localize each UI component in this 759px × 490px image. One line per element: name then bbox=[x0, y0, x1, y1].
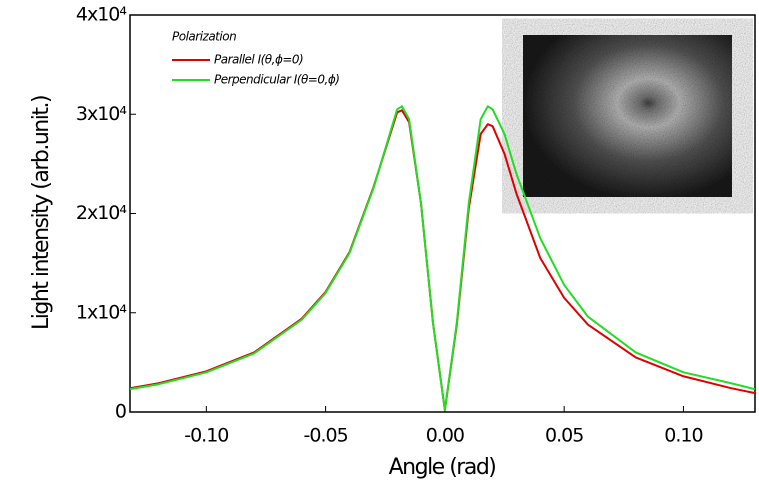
x-tick-label: 0.00 bbox=[426, 425, 464, 447]
x-tick-label: -0.05 bbox=[304, 425, 348, 447]
legend-title: Polarization bbox=[172, 30, 236, 44]
series-line bbox=[129, 105, 756, 412]
x-tick-label: -0.10 bbox=[184, 425, 228, 447]
x-tick-label: 0.10 bbox=[664, 425, 702, 447]
legend-label: Parallel I(θ,ϕ=0) bbox=[214, 53, 303, 67]
y-tick-label: 3x10⁴ bbox=[76, 103, 128, 125]
x-axis-title: Angle (rad) bbox=[389, 455, 496, 480]
legend-label: Perpendicular I(θ=0,ϕ) bbox=[214, 73, 339, 87]
x-tick-label: 0.05 bbox=[545, 425, 583, 447]
inset-image bbox=[523, 35, 732, 197]
y-axis-title: Light intensity (arb.unit.) bbox=[29, 96, 54, 330]
y-tick-label: 4x10⁴ bbox=[76, 4, 128, 26]
y-tick-label: 2x10⁴ bbox=[76, 202, 128, 224]
y-tick-label: 1x10⁴ bbox=[76, 301, 128, 323]
y-tick-label: 0 bbox=[115, 401, 126, 423]
